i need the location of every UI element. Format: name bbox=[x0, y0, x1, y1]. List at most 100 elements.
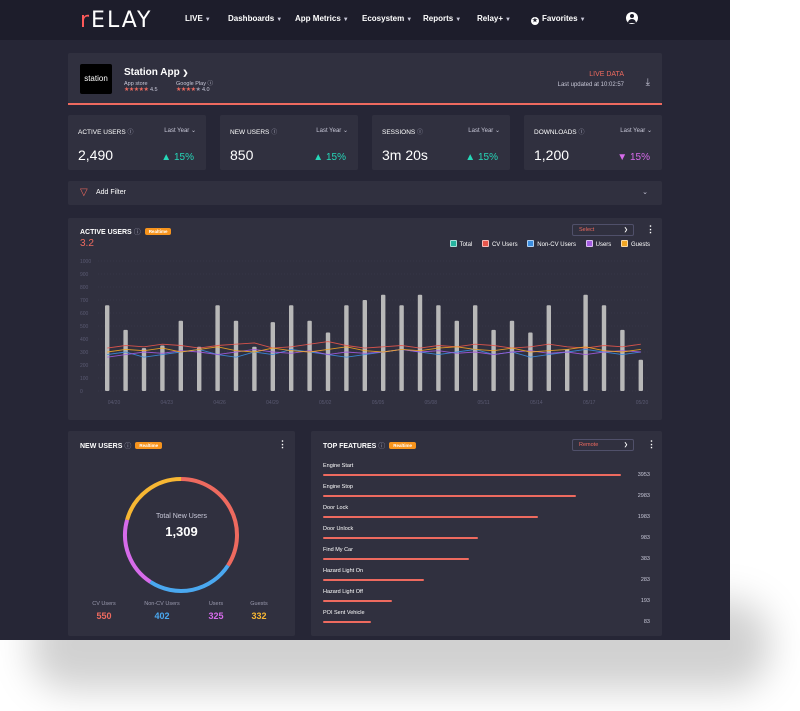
logo-prefix: r bbox=[80, 8, 92, 33]
kpi-period-select[interactable]: Last Year ⌄ bbox=[468, 127, 500, 134]
download-icon[interactable]: ⤓ bbox=[645, 77, 650, 88]
x-tick-label: 04/23 bbox=[161, 400, 174, 406]
new-users-title: NEW USERS ⓘ Realtime bbox=[80, 441, 163, 451]
kpi-card-downloads: DOWNLOADS ⓘ Last Year ⌄ 1,200 ▼ 15% bbox=[524, 115, 662, 170]
y-tick-label: 900 bbox=[80, 272, 89, 278]
y-tick-label: 600 bbox=[80, 311, 89, 317]
kpi-card-sessions: SESSIONS ⓘ Last Year ⌄ 3m 20s ▲ 15% bbox=[372, 115, 510, 170]
info-icon: ⓘ bbox=[578, 130, 585, 136]
kpi-period-select[interactable]: Last Year ⌄ bbox=[164, 127, 196, 134]
chart-select-dropdown[interactable]: Select ❯ bbox=[572, 224, 634, 236]
nav-dashboards[interactable]: Dashboards ▼ bbox=[228, 14, 282, 23]
feature-value: 83 bbox=[643, 619, 650, 625]
chart-bar bbox=[362, 300, 367, 391]
chart-bar bbox=[105, 305, 110, 391]
chart-bar bbox=[141, 348, 147, 391]
arrow-up-icon: ▲ bbox=[313, 152, 324, 163]
nav-reports[interactable]: Reports ▼ bbox=[423, 14, 461, 23]
chart-legend: Total CV Users Non-CV Users Users Guests bbox=[442, 240, 650, 248]
nav-dashboards-label: Dashboards bbox=[228, 14, 275, 23]
select-value: Remote bbox=[579, 442, 599, 448]
x-tick-label: 05/05 bbox=[372, 400, 385, 406]
chart-bar bbox=[381, 294, 386, 391]
legend-swatch-users bbox=[585, 240, 593, 247]
app-name: Station App bbox=[124, 67, 180, 78]
app-logo: station bbox=[80, 64, 112, 94]
filter-icon: ▽ bbox=[80, 187, 88, 198]
chevron-down-icon: ❯ bbox=[182, 70, 189, 77]
kpi-period-text: Last Year bbox=[164, 128, 190, 134]
donut-slice bbox=[123, 519, 152, 584]
nav-live-label: LIVE bbox=[185, 14, 203, 23]
chevron-down-icon: ▼ bbox=[455, 17, 462, 23]
stat-non-cv-users: Non-CV Users 402 bbox=[134, 601, 190, 621]
legend-label-non-cv-users[interactable]: Non-CV Users bbox=[537, 242, 576, 248]
kpi-period-select[interactable]: Last Year ⌄ bbox=[620, 127, 652, 134]
legend-label-guests[interactable]: Guests bbox=[630, 242, 650, 248]
kpi-delta: ▼ 15% bbox=[617, 152, 650, 163]
series-line bbox=[107, 346, 641, 353]
select-value: Select bbox=[579, 227, 595, 233]
add-filter-label: Add Filter bbox=[96, 189, 126, 196]
stat-label: Guests bbox=[250, 601, 268, 607]
active-users-chart-title: ACTIVE USERS ⓘ Realtime bbox=[80, 227, 172, 237]
y-tick-label: 500 bbox=[80, 324, 89, 330]
legend-label-cv-users[interactable]: CV Users bbox=[491, 242, 518, 248]
series-line bbox=[107, 348, 641, 358]
nav-favorites-label: Favorites bbox=[542, 14, 578, 23]
donut-slice bbox=[149, 564, 230, 593]
nav-ecosystem-label: Ecosystem bbox=[362, 14, 405, 23]
kpi-label: DOWNLOADS ⓘ bbox=[534, 127, 584, 136]
app-store-rating-value: 4.5 bbox=[149, 87, 158, 93]
top-features-title-text: TOP FEATURES bbox=[323, 443, 377, 450]
donut-slice bbox=[125, 477, 182, 521]
filter-bar[interactable]: ▽ Add Filter ⌄ bbox=[68, 181, 662, 205]
features-select-dropdown[interactable]: Remote ❯ bbox=[572, 439, 634, 451]
chart-bar bbox=[454, 320, 459, 391]
chart-bar bbox=[399, 305, 404, 391]
chart-bar bbox=[601, 305, 607, 391]
chevron-down-icon: ▼ bbox=[204, 17, 211, 23]
more-options-icon[interactable]: ⋮ bbox=[646, 224, 655, 234]
realtime-badge: Realtime bbox=[135, 442, 163, 449]
chevron-down-icon: ⌄ bbox=[342, 128, 348, 134]
x-tick-label: 05/08 bbox=[425, 400, 438, 406]
chart-bar bbox=[344, 305, 349, 391]
more-options-icon[interactable]: ⋮ bbox=[647, 439, 656, 449]
feature-bar bbox=[323, 537, 478, 539]
feature-value: 283 bbox=[640, 577, 650, 583]
chart-bar bbox=[583, 294, 588, 391]
nav-favorites[interactable]: ★ Favorites ▼ bbox=[531, 14, 586, 25]
stat-value: 402 bbox=[154, 611, 170, 621]
donut-center-label: Total New Users bbox=[156, 513, 207, 520]
relay-logo[interactable]: rELAY bbox=[80, 8, 153, 33]
legend-swatch-guests bbox=[620, 240, 628, 247]
more-options-icon[interactable]: ⋮ bbox=[278, 439, 287, 449]
legend-label-users[interactable]: Users bbox=[595, 242, 612, 248]
arrow-down-icon: ▼ bbox=[617, 152, 628, 163]
app-selector[interactable]: Station App ❯ bbox=[124, 67, 188, 78]
nav-live[interactable]: LIVE ▼ bbox=[185, 14, 211, 23]
nav-ecosystem[interactable]: Ecosystem ▼ bbox=[362, 14, 412, 23]
legend-swatch-cv-users bbox=[481, 240, 489, 247]
chart-bar bbox=[160, 345, 165, 391]
user-account-icon[interactable] bbox=[626, 12, 638, 24]
nav-relay-plus[interactable]: Relay+ ▼ bbox=[477, 14, 511, 23]
stat-cv-users: CV Users 550 bbox=[76, 601, 132, 621]
logo-rest: ELAY bbox=[91, 8, 153, 33]
kpi-period-select[interactable]: Last Year ⌄ bbox=[316, 127, 348, 134]
chevron-down-icon: ⌄ bbox=[190, 128, 196, 134]
chart-bar bbox=[307, 320, 312, 391]
nav-app-metrics-label: App Metrics bbox=[295, 14, 341, 23]
legend-swatch-non-cv-users bbox=[527, 240, 535, 247]
app-store-rating: App store ★★★★★ 4.5 bbox=[124, 81, 158, 93]
chart-bar bbox=[289, 305, 294, 391]
nav-app-metrics[interactable]: App Metrics ▼ bbox=[295, 14, 349, 23]
stat-guests: Guests 332 bbox=[231, 601, 287, 621]
y-tick-label: 300 bbox=[80, 350, 89, 356]
feature-label: Hazard Light On bbox=[323, 568, 364, 574]
y-tick-label: 800 bbox=[80, 285, 89, 291]
chevron-down-icon[interactable]: ⌄ bbox=[642, 189, 648, 196]
kpi-value: 2,490 bbox=[78, 147, 114, 163]
legend-label-total[interactable]: Total bbox=[459, 242, 473, 248]
